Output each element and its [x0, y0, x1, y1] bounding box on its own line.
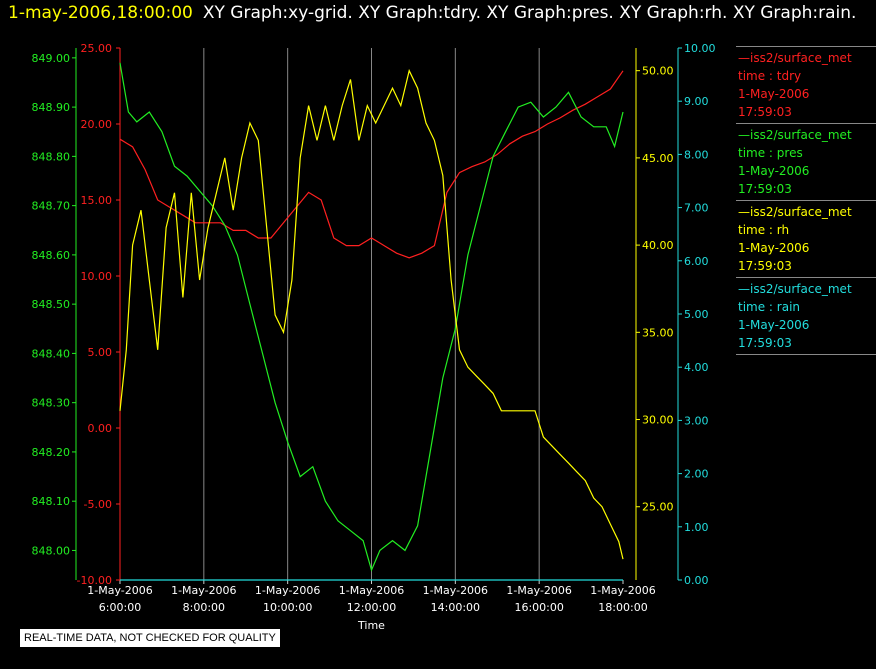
- tdry-tick-label: 0.00: [88, 422, 113, 435]
- legend-time: 17:59:03: [738, 259, 792, 273]
- pres-tick-label: 849.00: [32, 52, 71, 65]
- legend-time: 17:59:03: [738, 182, 792, 196]
- pres-tick-label: 848.30: [32, 397, 71, 410]
- rain-tick-label: 3.00: [684, 414, 709, 427]
- rh-series-line: [119, 68, 624, 560]
- rh-tick-label: 40.00: [642, 239, 674, 252]
- pres-tick-label: 848.60: [32, 249, 71, 262]
- x-tick-label-time: 8:00:00: [183, 601, 225, 614]
- header-title: 1-may-2006,18:00:00 XY Graph:xy-grid. XY …: [8, 3, 856, 23]
- header-time: 1-may-2006,18:00:00: [8, 3, 193, 23]
- legend-source: —iss2/surface_met: [738, 205, 852, 219]
- legend-date: 1-May-2006: [738, 87, 810, 101]
- x-tick-label-time: 6:00:00: [99, 601, 141, 614]
- pres-tick-label: 848.20: [32, 446, 71, 459]
- legend-source: —iss2/surface_met: [738, 51, 852, 65]
- legend-date: 1-May-2006: [738, 318, 810, 332]
- x-tick-label-time: 10:00:00: [263, 601, 312, 614]
- x-tick-label-date: 1-May-2006: [255, 584, 320, 597]
- legend-var: time : pres: [738, 146, 803, 160]
- x-tick-label-date: 1-May-2006: [171, 584, 236, 597]
- pres-tick-label: 848.40: [32, 347, 71, 360]
- legend-date: 1-May-2006: [738, 241, 810, 255]
- legend-divider: [736, 354, 876, 359]
- legend-var: time : rain: [738, 300, 801, 314]
- tdry-tick-label: 25.00: [81, 42, 113, 55]
- x-tick-label-date: 1-May-2006: [423, 584, 488, 597]
- tdry-tick-label: 20.00: [81, 118, 113, 131]
- rh-tick-label: 30.00: [642, 414, 674, 427]
- pres-series-line: [119, 62, 624, 572]
- tdry-tick-label: -5.00: [84, 498, 112, 511]
- tdry-series-line: [119, 70, 624, 259]
- pres-tick-label: 848.10: [32, 495, 71, 508]
- x-tick-label-date: 1-May-2006: [506, 584, 571, 597]
- rh-tick-label: 25.00: [642, 501, 674, 514]
- rain-tick-label: 4.00: [684, 361, 709, 374]
- legend-var: time : tdry: [738, 69, 802, 83]
- rh-tick-label: 50.00: [642, 65, 674, 78]
- x-tick-label-date: 1-May-2006: [590, 584, 655, 597]
- x-tick-label-date: 1-May-2006: [339, 584, 404, 597]
- rh-tick-label: 45.00: [642, 152, 674, 165]
- rain-tick-label: 8.00: [684, 148, 709, 161]
- legend-date: 1-May-2006: [738, 164, 810, 178]
- tdry-tick-label: 10.00: [81, 270, 113, 283]
- legend-time: 17:59:03: [738, 105, 792, 119]
- tdry-tick-label: 15.00: [81, 194, 113, 207]
- rh-tick-label: 35.00: [642, 326, 674, 339]
- rain-tick-label: 0.00: [684, 574, 709, 587]
- rain-tick-label: 7.00: [684, 202, 709, 215]
- pres-tick-label: 848.80: [32, 150, 71, 163]
- quality-disclaimer: REAL-TIME DATA, NOT CHECKED FOR QUALITY: [20, 629, 280, 647]
- x-tick-label-time: 14:00:00: [431, 601, 480, 614]
- pres-tick-label: 848.00: [32, 544, 71, 557]
- legend-source: —iss2/surface_met: [738, 128, 852, 142]
- tdry-tick-label: -10.00: [77, 574, 112, 587]
- x-tick-label-date: 1-May-2006: [87, 584, 152, 597]
- rain-tick-label: 10.00: [684, 42, 716, 55]
- legend: —iss2/surface_met time : tdry 1-May-2006 17…: [736, 46, 876, 359]
- legend-time: 17:59:03: [738, 336, 792, 350]
- pres-tick-label: 848.90: [32, 101, 71, 114]
- pres-tick-label: 848.70: [32, 200, 71, 213]
- tdry-tick-label: 5.00: [88, 346, 113, 359]
- rain-tick-label: 2.00: [684, 468, 709, 481]
- legend-var: time : rh: [738, 223, 790, 237]
- x-axis-label: Time: [357, 619, 385, 632]
- pres-tick-label: 848.50: [32, 298, 71, 311]
- x-tick-label-time: 16:00:00: [514, 601, 563, 614]
- rain-tick-label: 5.00: [684, 308, 709, 321]
- legend-source: —iss2/surface_met: [738, 282, 852, 296]
- rain-tick-label: 1.00: [684, 521, 709, 534]
- rain-tick-label: 9.00: [684, 95, 709, 108]
- x-tick-label-time: 12:00:00: [347, 601, 396, 614]
- x-tick-label-time: 18:00:00: [598, 601, 647, 614]
- rain-tick-label: 6.00: [684, 255, 709, 268]
- header-graph-list: XY Graph:xy-grid. XY Graph:tdry. XY Grap…: [202, 3, 857, 23]
